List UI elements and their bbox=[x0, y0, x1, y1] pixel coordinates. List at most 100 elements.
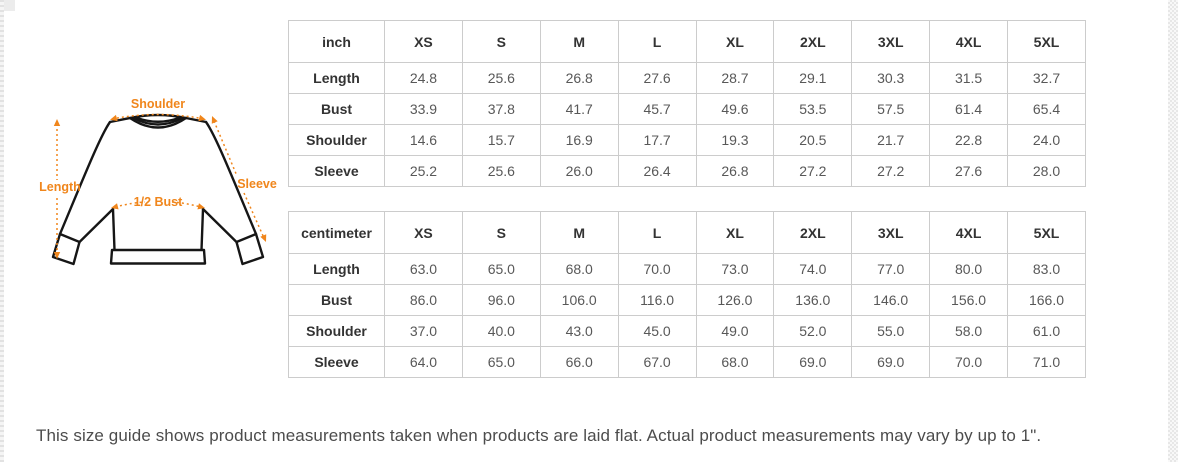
row-label-cell: Shoulder bbox=[288, 315, 385, 347]
value-cell: 20.5 bbox=[773, 124, 853, 156]
value-cell: 73.0 bbox=[695, 253, 775, 285]
value-cell: 68.0 bbox=[695, 346, 775, 378]
value-cell: 136.0 bbox=[773, 284, 853, 316]
arrowheads bbox=[53, 114, 267, 259]
value-cell: 26.8 bbox=[539, 62, 619, 94]
value-cell: 146.0 bbox=[851, 284, 931, 316]
sleeve-label: Sleeve bbox=[237, 177, 277, 191]
value-cell: 37.0 bbox=[384, 315, 463, 347]
value-cell: 41.7 bbox=[539, 93, 619, 125]
size-header-cell: S bbox=[461, 20, 541, 63]
page-edge-texture-left bbox=[0, 0, 4, 462]
value-cell: 86.0 bbox=[384, 284, 463, 316]
row-label-cell: Length bbox=[288, 62, 385, 94]
value-cell: 33.9 bbox=[384, 93, 463, 125]
unit-header-cell: inch bbox=[288, 20, 385, 63]
value-cell: 65.0 bbox=[461, 346, 541, 378]
unit-header-cell: centimeter bbox=[288, 211, 385, 254]
value-cell: 37.8 bbox=[461, 93, 541, 125]
size-header-cell: M bbox=[539, 211, 619, 254]
size-header-cell: XS bbox=[384, 211, 463, 254]
value-cell: 15.7 bbox=[461, 124, 541, 156]
value-cell: 27.6 bbox=[617, 62, 697, 94]
value-cell: 49.6 bbox=[695, 93, 775, 125]
size-header-cell: XL bbox=[695, 211, 775, 254]
size-header-cell: XS bbox=[384, 20, 463, 63]
value-cell: 25.2 bbox=[384, 155, 463, 187]
measurement-arrows bbox=[56, 113, 265, 254]
size-header-cell: 2XL bbox=[773, 20, 853, 63]
size-header-cell: 4XL bbox=[929, 20, 1008, 63]
size-header-cell: 5XL bbox=[1007, 211, 1086, 254]
size-header-cell: 3XL bbox=[851, 211, 931, 254]
page-edge-texture-right bbox=[1168, 0, 1178, 462]
size-header-row: centimeter XS S M L XL 2XL 3XL 4XL 5XL bbox=[288, 211, 1086, 254]
value-cell: 30.3 bbox=[851, 62, 931, 94]
row-label-cell: Bust bbox=[288, 284, 385, 316]
sleeve-arrow-icon bbox=[213, 120, 265, 239]
row-label-cell: Bust bbox=[288, 93, 385, 125]
value-cell: 22.8 bbox=[929, 124, 1008, 156]
value-cell: 64.0 bbox=[384, 346, 463, 378]
size-header-row: inch XS S M L XL 2XL 3XL 4XL 5XL bbox=[288, 20, 1086, 63]
shoulder-label: Shoulder bbox=[131, 97, 185, 111]
value-cell: 45.7 bbox=[617, 93, 697, 125]
measurement-row: Bust 86.0 96.0 106.0 116.0 126.0 136.0 146.0 156… bbox=[288, 284, 1086, 316]
size-table-inch: inch XS S M L XL 2XL 3XL 4XL 5XL Length 24.8 25.6 26.… bbox=[288, 20, 1086, 187]
value-cell: 24.0 bbox=[1007, 124, 1086, 156]
shoulder-arrow-icon bbox=[111, 113, 205, 120]
size-header-cell: 3XL bbox=[851, 20, 931, 63]
size-header-cell: L bbox=[617, 20, 697, 63]
value-cell: 49.0 bbox=[695, 315, 775, 347]
value-cell: 43.0 bbox=[539, 315, 619, 347]
value-cell: 17.7 bbox=[617, 124, 697, 156]
value-cell: 63.0 bbox=[384, 253, 463, 285]
value-cell: 116.0 bbox=[617, 284, 697, 316]
size-header-cell: 4XL bbox=[929, 211, 1008, 254]
value-cell: 16.9 bbox=[539, 124, 619, 156]
measurement-row: Sleeve 64.0 65.0 66.0 67.0 68.0 69.0 69.0 70.0 71… bbox=[288, 346, 1086, 378]
value-cell: 71.0 bbox=[1007, 346, 1086, 378]
value-cell: 57.5 bbox=[851, 93, 931, 125]
value-cell: 27.6 bbox=[929, 155, 1008, 187]
value-cell: 28.7 bbox=[695, 62, 775, 94]
value-cell: 70.0 bbox=[617, 253, 697, 285]
measurement-row: Shoulder 14.6 15.7 16.9 17.7 19.3 20.5 21.7 22.8… bbox=[288, 124, 1086, 156]
value-cell: 24.8 bbox=[384, 62, 463, 94]
measurement-row: Shoulder 37.0 40.0 43.0 45.0 49.0 52.0 55.0 58.0… bbox=[288, 315, 1086, 347]
value-cell: 96.0 bbox=[461, 284, 541, 316]
half-bust-arrow-icon bbox=[114, 201, 202, 208]
value-cell: 65.0 bbox=[461, 253, 541, 285]
sweater-measurement-diagram: Shoulder Length Sleeve 1/2 Bust bbox=[8, 88, 283, 283]
length-label: Length bbox=[39, 180, 81, 194]
value-cell: 61.4 bbox=[929, 93, 1008, 125]
value-cell: 14.6 bbox=[384, 124, 463, 156]
value-cell: 52.0 bbox=[773, 315, 853, 347]
value-cell: 67.0 bbox=[617, 346, 697, 378]
value-cell: 21.7 bbox=[851, 124, 931, 156]
value-cell: 25.6 bbox=[461, 155, 541, 187]
value-cell: 80.0 bbox=[929, 253, 1008, 285]
size-header-cell: XL bbox=[695, 20, 775, 63]
value-cell: 31.5 bbox=[929, 62, 1008, 94]
measurement-row: Length 63.0 65.0 68.0 70.0 73.0 74.0 77.0 80.0 83… bbox=[288, 253, 1086, 285]
value-cell: 45.0 bbox=[617, 315, 697, 347]
row-label-cell: Shoulder bbox=[288, 124, 385, 156]
measurement-row: Sleeve 25.2 25.6 26.0 26.4 26.8 27.2 27.2 27.6 28… bbox=[288, 155, 1086, 187]
size-table-centimeter: centimeter XS S M L XL 2XL 3XL 4XL 5XL Length 63.0 6… bbox=[288, 211, 1086, 378]
value-cell: 29.1 bbox=[773, 62, 853, 94]
value-cell: 106.0 bbox=[539, 284, 619, 316]
sweater-diagram-svg: Shoulder Length Sleeve 1/2 Bust bbox=[39, 97, 277, 266]
value-cell: 53.5 bbox=[773, 93, 853, 125]
size-header-cell: 2XL bbox=[773, 211, 853, 254]
size-guide-footnote: This size guide shows product measuremen… bbox=[36, 426, 1042, 445]
value-cell: 58.0 bbox=[929, 315, 1008, 347]
value-cell: 69.0 bbox=[851, 346, 931, 378]
value-cell: 40.0 bbox=[461, 315, 541, 347]
value-cell: 27.2 bbox=[773, 155, 853, 187]
value-cell: 68.0 bbox=[539, 253, 619, 285]
value-cell: 156.0 bbox=[929, 284, 1008, 316]
size-header-cell: M bbox=[539, 20, 619, 63]
value-cell: 26.4 bbox=[617, 155, 697, 187]
size-header-cell: L bbox=[617, 211, 697, 254]
